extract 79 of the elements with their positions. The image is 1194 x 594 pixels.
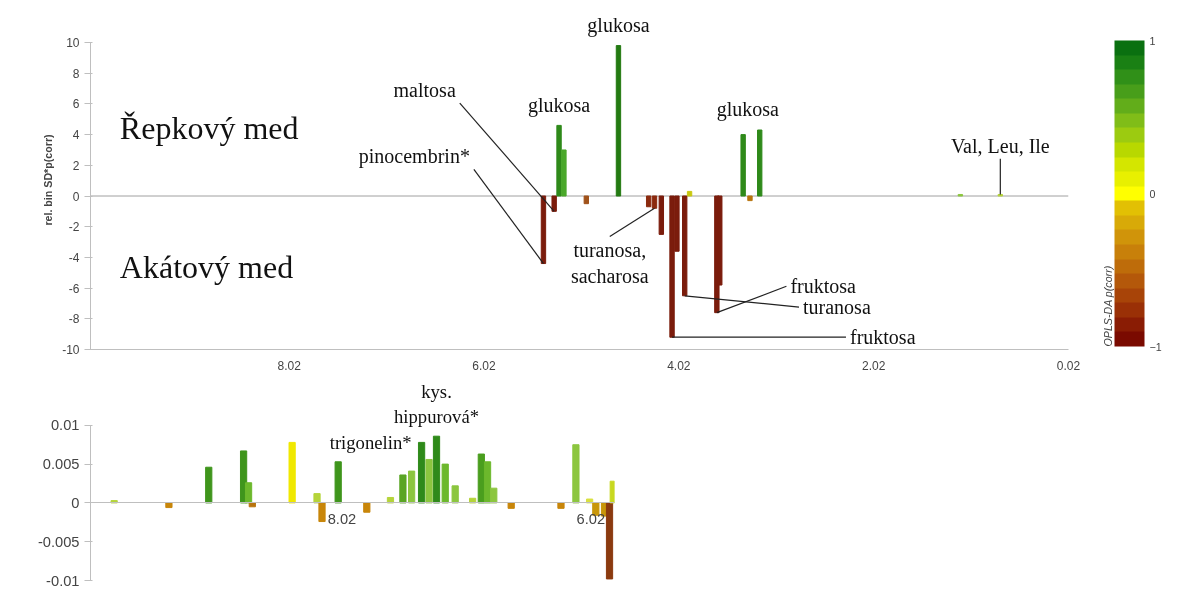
bar — [288, 441, 296, 504]
y-tick-label: -0.005 — [37, 533, 80, 550]
bar — [205, 466, 213, 504]
annotation: turanosa — [803, 296, 871, 319]
y-tick-label: -0.01 — [46, 572, 80, 589]
color-bar-label: 1 — [1149, 34, 1156, 47]
bar — [110, 500, 118, 504]
color-bar-title: OPLS-DA p(corr) — [1101, 265, 1114, 347]
y-tick-label: 0.01 — [50, 417, 80, 434]
bar — [747, 195, 753, 202]
bar — [451, 485, 459, 504]
bar — [551, 195, 557, 212]
y-tick-label: -10 — [62, 343, 80, 357]
annotation: glukosa — [587, 14, 650, 38]
y-tick-label: -8 — [68, 312, 80, 327]
bar — [313, 493, 321, 504]
bar — [682, 195, 688, 297]
bar — [658, 195, 665, 235]
bar — [441, 463, 449, 504]
x-tick-label: 4.02 — [667, 358, 691, 373]
y-tick-label: -4 — [68, 250, 80, 265]
bar — [561, 149, 567, 197]
bar — [490, 487, 498, 504]
annotation: Řepkový med — [119, 110, 299, 147]
bar — [605, 502, 614, 580]
bar — [615, 45, 622, 197]
bar — [540, 195, 547, 265]
y-tick-label: 4 — [72, 128, 80, 143]
y-tick-label: 6 — [72, 97, 80, 112]
x-tick-label: 6.02 — [472, 358, 497, 373]
annotation: fruktosa — [790, 275, 857, 298]
bar — [417, 441, 426, 504]
bar — [408, 470, 416, 504]
annotation: glukosa — [716, 98, 780, 122]
x-tick-label: 8.02 — [327, 510, 357, 527]
x-tick-label: 0.02 — [1056, 358, 1081, 373]
bar — [686, 190, 693, 197]
bar — [483, 461, 492, 504]
y-tick-label: -2 — [68, 220, 80, 235]
bar — [586, 498, 594, 504]
annotation: Akátový med — [119, 248, 294, 285]
bar — [165, 502, 173, 509]
bar — [334, 461, 342, 504]
bar — [556, 124, 562, 197]
bar — [557, 502, 565, 509]
x-tick-label: 2.02 — [862, 358, 886, 373]
annotation: glukosa — [527, 93, 591, 117]
annotation: maltosa — [393, 79, 456, 102]
bar — [363, 502, 371, 513]
y-tick-label: 0.005 — [42, 456, 80, 473]
annotation: fruktosa — [849, 326, 916, 349]
y-tick-label: 2 — [72, 158, 80, 173]
color-bar-label: −1 — [1149, 340, 1162, 353]
y-tick-label: 0 — [71, 494, 80, 511]
bar — [609, 480, 615, 504]
color-bar-label: 0 — [1149, 187, 1156, 200]
x-tick-label: 6.02 — [576, 510, 606, 527]
annotation: trigonelin* — [329, 431, 412, 453]
bar — [740, 134, 746, 197]
y-axis-title: rel. bin SD*p(corr) — [42, 133, 55, 226]
bar — [432, 435, 441, 504]
bar — [583, 195, 590, 205]
y-tick-label: 8 — [72, 66, 80, 81]
bar — [386, 496, 395, 504]
annotation: Val, Leu, Ile — [950, 134, 1050, 157]
bar — [507, 502, 515, 509]
bar — [244, 482, 253, 504]
annotation: pinocembrin* — [358, 145, 470, 169]
y-tick-label: -6 — [68, 281, 80, 296]
x-tick-label: 8.02 — [277, 358, 302, 373]
annotation: kys. hippurová* — [394, 381, 480, 428]
bar — [425, 458, 433, 504]
y-tick-label: 0 — [72, 189, 80, 204]
bar — [318, 502, 326, 523]
annotation: turanosa, sacharosa — [570, 238, 649, 287]
bar — [572, 444, 580, 504]
bar — [399, 474, 407, 504]
bar — [757, 129, 763, 197]
y-tick-label: 10 — [66, 36, 80, 51]
